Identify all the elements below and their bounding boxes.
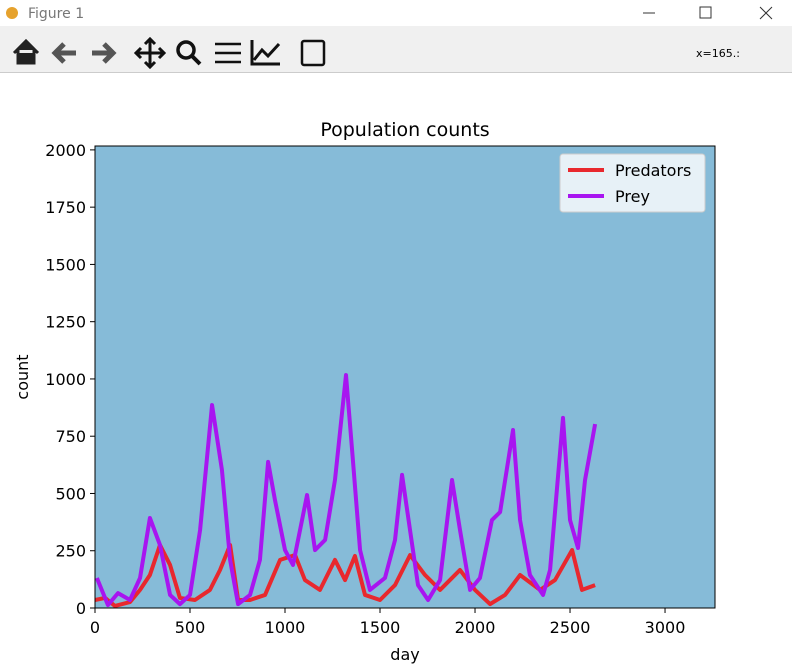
y-tick-label: 750 [55, 427, 86, 446]
chart: Population counts day count 0 500 1000 1500… [13, 119, 716, 664]
legend-label: Prey [615, 187, 650, 206]
x-tick-label: 2500 [550, 618, 591, 637]
plot-area [95, 146, 715, 608]
x-tick-label: 500 [175, 618, 206, 637]
plot-frame [94, 145, 716, 609]
home-button[interactable] [12, 38, 40, 65]
coordinates: x=165.: [696, 47, 740, 60]
y-tick-label: 1000 [45, 370, 86, 389]
x-axis-label: day [390, 645, 419, 664]
window-title: Figure 1 [28, 6, 84, 22]
legend-label: Predators [615, 161, 691, 180]
y-tick-label: 1250 [45, 313, 86, 332]
x-tick-label: 0 [90, 618, 100, 637]
x-tick-label: 3000 [645, 618, 686, 637]
toolbar: x=165.: [0, 26, 792, 73]
configure-button[interactable] [215, 42, 241, 64]
y-tick-label: 500 [55, 484, 86, 503]
x-tick-label: 1500 [360, 618, 401, 637]
zoom-handle [190, 54, 202, 66]
y-tick-label: 0 [76, 599, 86, 618]
y-tick-label: 1500 [45, 255, 86, 274]
save-button[interactable] [300, 39, 326, 67]
toolbar-graphics: x=165.: [12, 36, 740, 70]
series-line [95, 373, 598, 608]
forward-button[interactable] [92, 42, 117, 64]
chart-title: Population counts [320, 119, 489, 141]
app-icon [6, 7, 18, 19]
y-tick-label: 2000 [45, 141, 86, 160]
edit-axes-button[interactable] [250, 40, 281, 66]
y-axis-label: count [13, 354, 32, 399]
x-tick-label: 2000 [455, 618, 496, 637]
y-tick-label: 1750 [45, 198, 86, 217]
y-tick-label: 250 [55, 542, 86, 561]
zoom-button[interactable] [176, 40, 196, 60]
back-button[interactable] [51, 42, 76, 64]
maximize-button[interactable] [699, 6, 712, 19]
pan-button[interactable] [133, 36, 167, 70]
title-bar: Figure 1 [0, 0, 792, 26]
x-tick-label: 1000 [265, 618, 306, 637]
close-button[interactable] [759, 6, 773, 20]
title-bar-graphics: Figure 1 [6, 6, 773, 22]
